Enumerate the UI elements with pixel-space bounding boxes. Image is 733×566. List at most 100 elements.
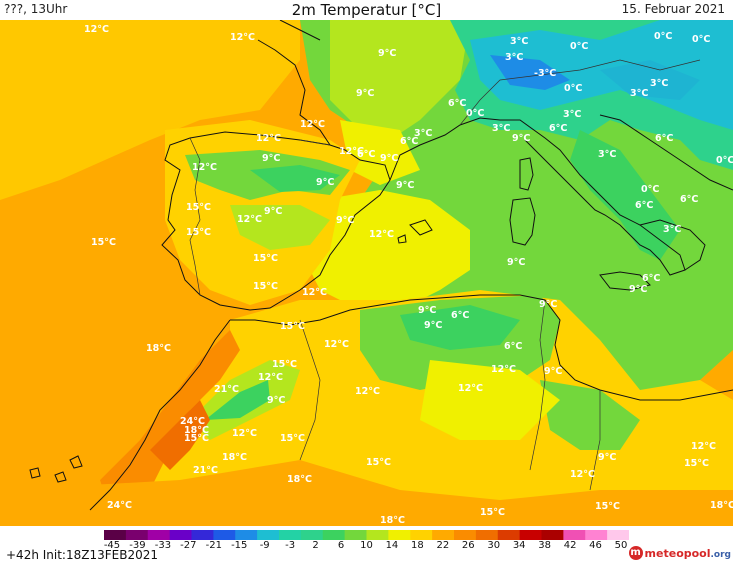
color-scale-step	[344, 530, 368, 540]
color-scale-step	[563, 530, 586, 540]
border-algeria-tunisia	[529, 299, 546, 471]
temperature-label: 9°C	[507, 257, 525, 268]
temperature-label: 15°C	[253, 281, 278, 292]
color-scale-step	[300, 530, 324, 540]
temperature-label: 3°C	[414, 128, 432, 139]
color-scale-step	[169, 530, 193, 540]
temperature-label: 18°C	[287, 474, 312, 485]
field-atlas-core	[205, 380, 270, 420]
temperature-label: 15°C	[91, 237, 116, 248]
color-scale-tick: 26	[461, 540, 475, 551]
color-scale-tick: -21	[205, 540, 222, 551]
temperature-label: 21°C	[214, 384, 239, 395]
temperature-label: 6°C	[451, 310, 469, 321]
temperature-label: 15°C	[684, 458, 709, 469]
temperature-label: 0°C	[564, 83, 582, 94]
color-scale-tick: 6	[337, 540, 345, 551]
color-scale-tick: -3	[285, 540, 296, 551]
temperature-label: 6°C	[357, 149, 375, 160]
coast-balearic-1	[409, 219, 433, 236]
temperature-label: 12°C	[302, 287, 327, 298]
color-scale-tick: 50	[614, 540, 628, 551]
color-scale-step	[322, 530, 346, 540]
temperature-label: 12°C	[355, 386, 380, 397]
border-algeria-morocco	[299, 319, 321, 461]
temperature-label: 3°C	[563, 109, 581, 120]
temperature-label: 12°C	[192, 162, 217, 173]
temperature-label: 12°C	[258, 372, 283, 383]
border-libya	[589, 390, 601, 491]
color-scale-tick: 14	[385, 540, 399, 551]
coastlines	[29, 20, 733, 511]
color-scale-tick: -27	[180, 540, 197, 551]
temperature-label: 15°C	[595, 501, 620, 512]
temperature-label: 12°C	[324, 339, 349, 350]
coast-france	[257, 39, 331, 146]
temperature-label: 15°C	[186, 202, 211, 213]
color-scale-step	[366, 530, 389, 540]
field-libya-yellow	[420, 360, 560, 440]
temperature-label: 15°C	[272, 359, 297, 370]
temperature-label: 6°C	[400, 136, 418, 147]
color-scale-step	[125, 530, 149, 540]
temperature-label: 0°C	[641, 184, 659, 195]
map-header: ???, 13Uhr 2m Temperatur [°C] 15. Februa…	[0, 0, 733, 20]
border-alps	[459, 59, 701, 126]
temperature-label: 9°C	[262, 153, 280, 164]
color-scale-step	[191, 530, 214, 540]
temperature-label: 12°C	[232, 428, 257, 439]
color-scale-tick: 38	[538, 540, 552, 551]
color-scale-step	[147, 530, 171, 540]
temperature-label: 12°C	[230, 32, 255, 43]
temperature-label: 15°C	[366, 457, 391, 468]
field-tunisia-green	[540, 380, 640, 450]
run-info: +42h Init:18Z13FEB2021	[6, 548, 158, 562]
color-scale-step	[388, 530, 411, 540]
temperature-label: 9°C	[378, 48, 396, 59]
color-scale-step	[454, 530, 477, 540]
color-scale-ticks: -45 -39 -33 -27 -21 -15 -9 -3 2 6 10 14 18 22 26 30 34 38…	[104, 540, 629, 554]
temperature-label: 15°C	[253, 253, 278, 264]
temperature-label: 24°C	[107, 500, 132, 511]
color-scale-step	[519, 530, 543, 540]
coast-sicily	[599, 271, 651, 291]
color-scale-step	[432, 530, 455, 540]
temperature-label: 3°C	[630, 88, 648, 99]
temperature-label: 0°C	[692, 34, 710, 45]
color-scale-step	[104, 530, 127, 540]
borders	[189, 59, 701, 491]
temperature-label: 0°C	[466, 108, 484, 119]
field-africa-green-2	[400, 305, 520, 350]
temperature-label: 3°C	[505, 52, 523, 63]
valid-time-label: ???, 13Uhr	[4, 2, 68, 16]
temperature-label: 12°C	[458, 383, 483, 394]
color-scale-step	[235, 530, 258, 540]
temperature-label: 18°C	[146, 343, 171, 354]
temperature-label: 12°C	[369, 229, 394, 240]
temperature-label: 6°C	[635, 200, 653, 211]
temperature-label: 9°C	[629, 284, 647, 295]
temperature-label: 24°C	[180, 416, 205, 427]
coast-med-north	[389, 117, 686, 276]
temperature-label: 15°C	[280, 321, 305, 332]
color-scale-tick: -45	[103, 540, 121, 551]
coast-canary-1	[29, 467, 41, 479]
border-spain-france	[299, 139, 331, 146]
color-scale-tick: 30	[487, 540, 501, 551]
color-scale-step	[607, 530, 629, 540]
field-morocco-hot-2	[150, 400, 210, 470]
color-scale-step	[213, 530, 236, 540]
temperature-label: 12°C	[256, 133, 281, 144]
meteopool-logo[interactable]: m meteopool.org	[628, 546, 731, 560]
temperature-label: 6°C	[549, 123, 567, 134]
field-blue-core	[490, 55, 570, 90]
coast-canary-3	[69, 455, 83, 469]
color-scale-step	[541, 530, 564, 540]
temperature-label: 9°C	[424, 320, 442, 331]
color-scale-step	[279, 530, 302, 540]
coast-corsica	[519, 157, 534, 191]
temperature-map[interactable]: 12°C 12°C 9°C 3°C 0°C 0°C 0°C 3°C -3°C 0°C 3°C 3°C 9…	[0, 20, 733, 526]
color-scale-tick: 18	[411, 540, 424, 551]
coast-canary-2	[54, 471, 67, 483]
border-spain-portugal	[189, 137, 201, 296]
